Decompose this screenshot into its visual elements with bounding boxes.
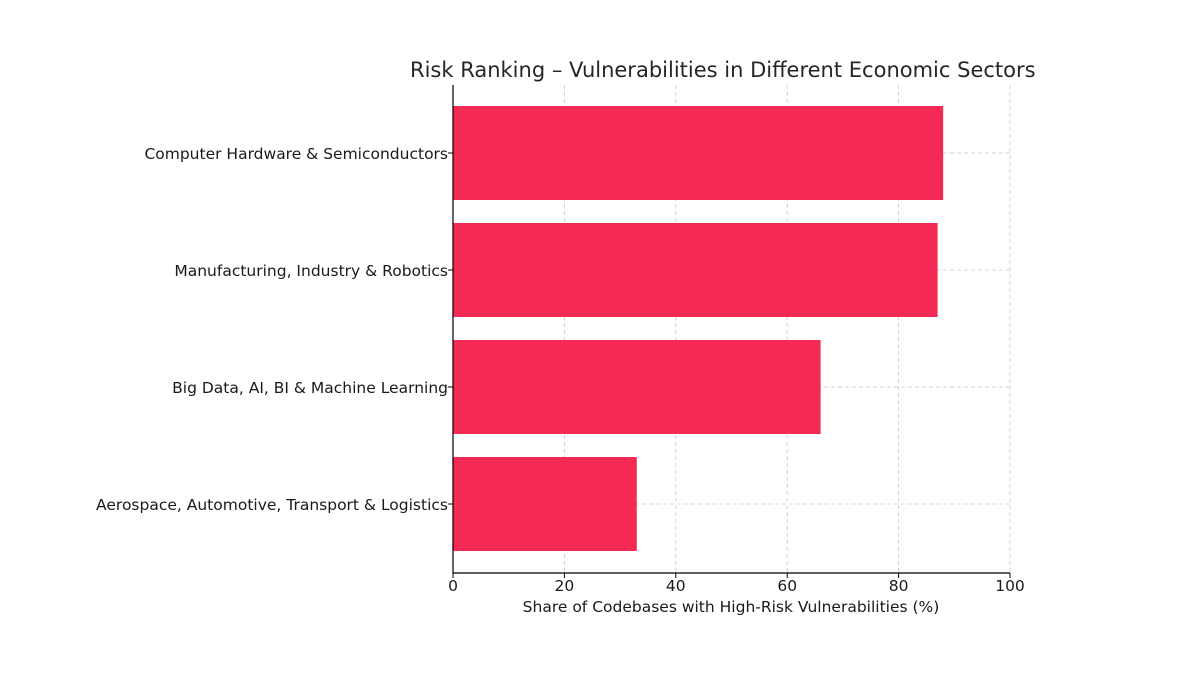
bars — [453, 106, 944, 551]
y-tick-label-1: Manufacturing, Industry & Robotics — [174, 262, 448, 280]
x-axis-label: Share of Codebases with High-Risk Vulner… — [523, 598, 940, 616]
tick-labels: Computer Hardware & Semiconductors Manufa… — [96, 145, 1025, 595]
bar-0 — [453, 106, 944, 200]
chart-title: Risk Ranking – Vulnerabilities in Differ… — [410, 58, 1036, 82]
y-tick-label-3: Aerospace, Automotive, Transport & Logis… — [96, 496, 448, 514]
y-tick-label-2: Big Data, AI, BI & Machine Learning — [172, 379, 448, 397]
y-tick-label-0: Computer Hardware & Semiconductors — [144, 145, 448, 163]
x-tick-label-5: 100 — [995, 577, 1025, 595]
x-tick-label-4: 80 — [889, 577, 909, 595]
x-tick-label-0: 0 — [448, 577, 458, 595]
bar-2 — [453, 340, 821, 434]
bar-3 — [453, 457, 637, 551]
x-tick-label-1: 20 — [555, 577, 575, 595]
axes — [448, 85, 1011, 578]
bar-1 — [453, 223, 938, 317]
x-tick-label-2: 40 — [666, 577, 686, 595]
x-tick-label-3: 60 — [777, 577, 797, 595]
